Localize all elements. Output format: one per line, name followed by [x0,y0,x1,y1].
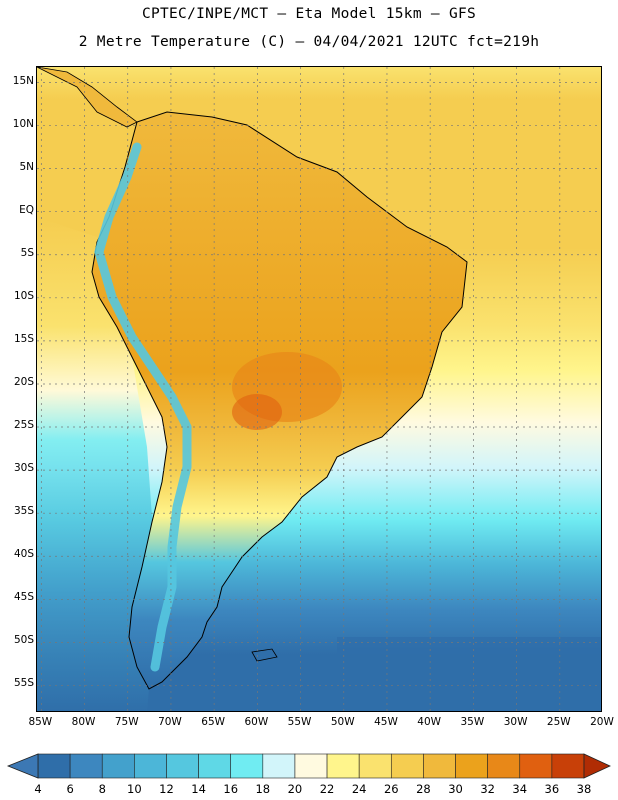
andes-ridge [94,142,192,672]
color-scale-cell [134,753,167,779]
longitude-tick-label: 65W [201,716,226,728]
color-scale-label: 24 [351,782,367,796]
color-scale-label: 28 [416,782,431,796]
longitude-tick-label: 70W [158,716,182,728]
color-scale-label: 36 [544,782,560,796]
longitude-tick-label: 60W [244,716,269,728]
latitude-tick-label: 15N [12,74,34,87]
color-scale-cell [262,753,296,779]
hot-core-chaco [232,394,282,430]
latitude-tick-label: EQ [19,203,34,216]
longitude-tick-label: 20W [590,716,614,728]
color-scale-cell [423,753,456,779]
longitude-tick-label: 55W [287,716,312,728]
color-scale-cell [198,753,232,779]
latitude-tick-label: 40S [13,548,34,561]
color-scale-label: 30 [448,782,463,796]
longitude-tick-label: 85W [28,716,53,728]
color-scale-cell [166,753,199,779]
color-scale-label: 20 [287,782,303,796]
falkland-islands [251,648,278,662]
map-title: CPTEC/INPE/MCT – Eta Model 15km – GFS [141,6,477,22]
latitude-tick-label: 35S [13,505,34,518]
longitude-tick-label: 25W [546,716,571,728]
latitude-tick-label: 15S [13,332,34,345]
color-scale-cell [358,753,392,779]
color-scale-label: 26 [383,782,399,796]
color-scale-label: 32 [480,782,495,796]
longitude-tick-label: 40W [417,716,442,728]
latitude-tick-label: 45S [13,591,34,604]
longitude-tick-label: 30W [503,716,528,728]
color-scale-cell [551,753,585,779]
color-scale-label: 34 [512,782,528,796]
colorbar-high-arrow-icon [583,753,611,779]
color-scale-cell [294,753,328,779]
color-scale-label: 10 [127,782,142,796]
color-scale-label: 8 [98,782,106,796]
latitude-tick-label: 55S [13,677,34,690]
longitude-tick-label: 80W [71,716,96,728]
color-scale-cell [390,753,424,779]
color-scale-label: 38 [576,782,592,796]
color-scale-label: 4 [34,782,42,796]
color-scale-cells [37,753,585,779]
colorbar-low-arrow-icon [6,753,39,779]
lat-lon-gridlines [37,67,601,711]
latitude-tick-label: 25S [13,419,34,432]
color-scale-label: 18 [255,782,271,796]
color-scale-cell [230,753,264,779]
color-scale-cell [69,753,103,779]
color-scale-label: 6 [66,782,74,796]
color-scale-cell [455,753,488,779]
map-subtitle: 2 Metre Temperature (C) – 04/04/2021 12U… [78,34,540,50]
color-scale-cell [519,753,553,779]
color-scale-cell [37,753,71,779]
color-scale-bar [6,753,611,779]
longitude-tick-label: 50W [330,716,355,728]
latitude-tick-label: 50S [13,634,34,647]
color-scale-cell [326,753,360,779]
southern-ocean-cold [337,637,601,711]
color-scale-label: 16 [223,782,239,796]
latitude-tick-label: 10N [12,117,34,130]
latitude-tick-label: 5N [19,160,34,173]
temperature-map [37,67,601,711]
latitude-tick-label: 5S [20,246,34,259]
longitude-tick-label: 45W [374,716,398,728]
latitude-tick-label: 10S [13,289,34,302]
latitude-tick-label: 30S [13,462,34,475]
color-scale-label: 12 [159,782,174,796]
latitude-tick-label: 20S [13,375,34,388]
longitude-tick-label: 75W [114,716,139,728]
color-scale-cell [487,753,521,779]
color-scale-label: 22 [319,782,335,796]
color-scale-label: 14 [191,782,206,796]
map-panel [36,66,602,712]
central-america-land [37,67,138,128]
color-scale-cell [101,753,135,779]
longitude-tick-label: 35W [460,716,485,728]
